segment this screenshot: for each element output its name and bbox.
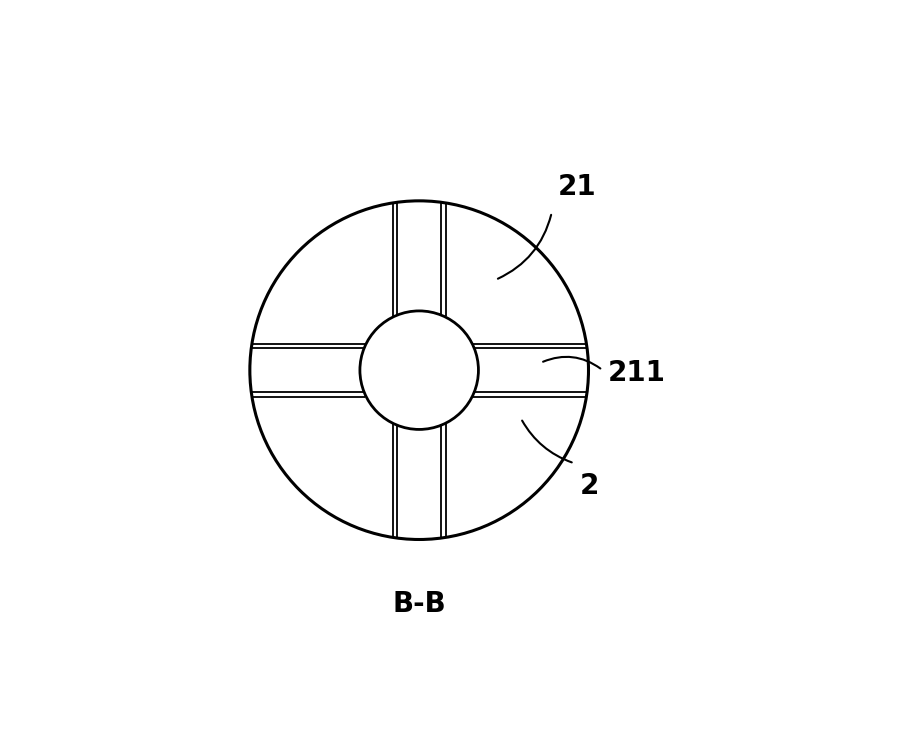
- Bar: [250, 346, 589, 394]
- Polygon shape: [428, 379, 587, 538]
- Polygon shape: [252, 379, 410, 538]
- Polygon shape: [252, 202, 410, 361]
- Circle shape: [360, 311, 478, 430]
- Text: 2: 2: [580, 472, 600, 500]
- Bar: [395, 201, 443, 539]
- Text: 211: 211: [608, 359, 666, 387]
- Text: B-B: B-B: [392, 590, 446, 619]
- Circle shape: [250, 201, 589, 539]
- Polygon shape: [428, 202, 587, 361]
- Text: 21: 21: [557, 173, 596, 201]
